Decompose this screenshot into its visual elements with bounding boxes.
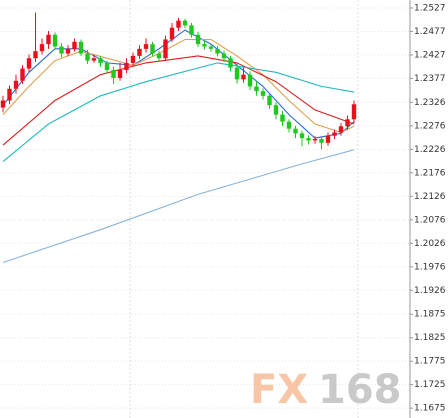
candle-body <box>85 53 90 61</box>
candle-body <box>267 95 272 106</box>
candle-body <box>137 48 142 56</box>
candle-body <box>319 139 324 143</box>
candle-body <box>293 128 298 134</box>
y-tick-label: 1.1775 <box>414 357 446 367</box>
candle-body <box>176 20 181 28</box>
y-tick-label: 1.2326 <box>414 98 446 108</box>
candle-body <box>7 88 12 101</box>
moving-average-line <box>2 55 355 146</box>
y-tick-label: 1.2477 <box>414 27 446 37</box>
candle-body <box>65 48 71 54</box>
y-tick-label: 1.2226 <box>414 145 446 155</box>
candle-body <box>26 58 32 69</box>
candle-body <box>228 58 233 68</box>
candle-body <box>143 44 149 49</box>
y-tick-label: 1.1976 <box>414 262 446 272</box>
y-tick-label: 1.1875 <box>414 310 446 320</box>
candle-body <box>234 67 240 80</box>
candle-body <box>215 48 220 54</box>
candle-body <box>104 62 110 70</box>
candle-body <box>351 104 357 120</box>
candle-body <box>286 121 292 129</box>
candle-body <box>195 34 201 45</box>
y-tick-label: 1.2176 <box>414 168 446 178</box>
y-tick-label: 1.2126 <box>414 192 446 202</box>
candle-body <box>163 39 168 59</box>
candle-body <box>130 55 136 63</box>
y-tick-label: 1.2527 <box>414 3 446 13</box>
candle-body <box>345 119 350 127</box>
candle-body <box>202 44 207 47</box>
candle-body <box>312 139 318 141</box>
y-tick-label: 1.2276 <box>414 121 446 131</box>
candle-body <box>273 105 279 115</box>
candle-body <box>91 58 97 61</box>
candle-body <box>208 46 214 49</box>
y-tick-label: 1.2026 <box>414 239 446 249</box>
candle-body <box>260 91 266 96</box>
candle-body <box>72 41 77 49</box>
y-tick-label: 1.2427 <box>414 50 446 60</box>
candle-body <box>325 135 331 143</box>
candle-body <box>124 62 129 70</box>
plot: 1.2527 1.2477 1.2427 1.2377 1.2326 1.2276 1.22… <box>0 3 446 414</box>
candle-body <box>189 25 194 35</box>
candle-body <box>332 132 337 136</box>
candle-body <box>78 41 84 54</box>
candle-body <box>241 74 246 80</box>
y-tick-label: 1.1725 <box>414 380 446 390</box>
candle-body <box>52 34 58 47</box>
candle-body <box>98 58 103 63</box>
watermark-168: 168 <box>318 367 402 413</box>
y-tick-label: 1.1675 <box>414 404 446 414</box>
candle-body <box>169 27 175 40</box>
candle-body <box>247 74 253 87</box>
y-tick-label: 1.1926 <box>414 286 446 296</box>
candle-body <box>280 114 285 122</box>
candle-body <box>254 86 259 92</box>
candle-body <box>221 53 227 59</box>
candle-body <box>0 100 6 108</box>
candle-body <box>338 126 344 133</box>
candle-body <box>156 53 162 59</box>
y-tick-label: 1.2076 <box>414 215 446 225</box>
candle-body <box>182 20 188 26</box>
candle-body <box>111 69 116 78</box>
candle-body <box>46 34 51 45</box>
moving-average-line <box>2 38 355 133</box>
candle-body <box>33 51 38 59</box>
candle-body <box>299 133 305 139</box>
candle-body <box>13 80 19 89</box>
candle-body <box>39 44 45 52</box>
y-tick-label: 1.1825 <box>414 333 446 343</box>
candle-body <box>150 44 155 54</box>
candle-body <box>117 69 123 78</box>
candle-body <box>59 46 64 54</box>
y-tick-label: 1.2377 <box>414 74 446 84</box>
watermark-fx: FX <box>250 367 308 413</box>
moving-average-line <box>2 149 355 264</box>
moving-average-line <box>2 62 355 163</box>
candle-body <box>20 68 25 81</box>
candle-body <box>306 138 311 141</box>
